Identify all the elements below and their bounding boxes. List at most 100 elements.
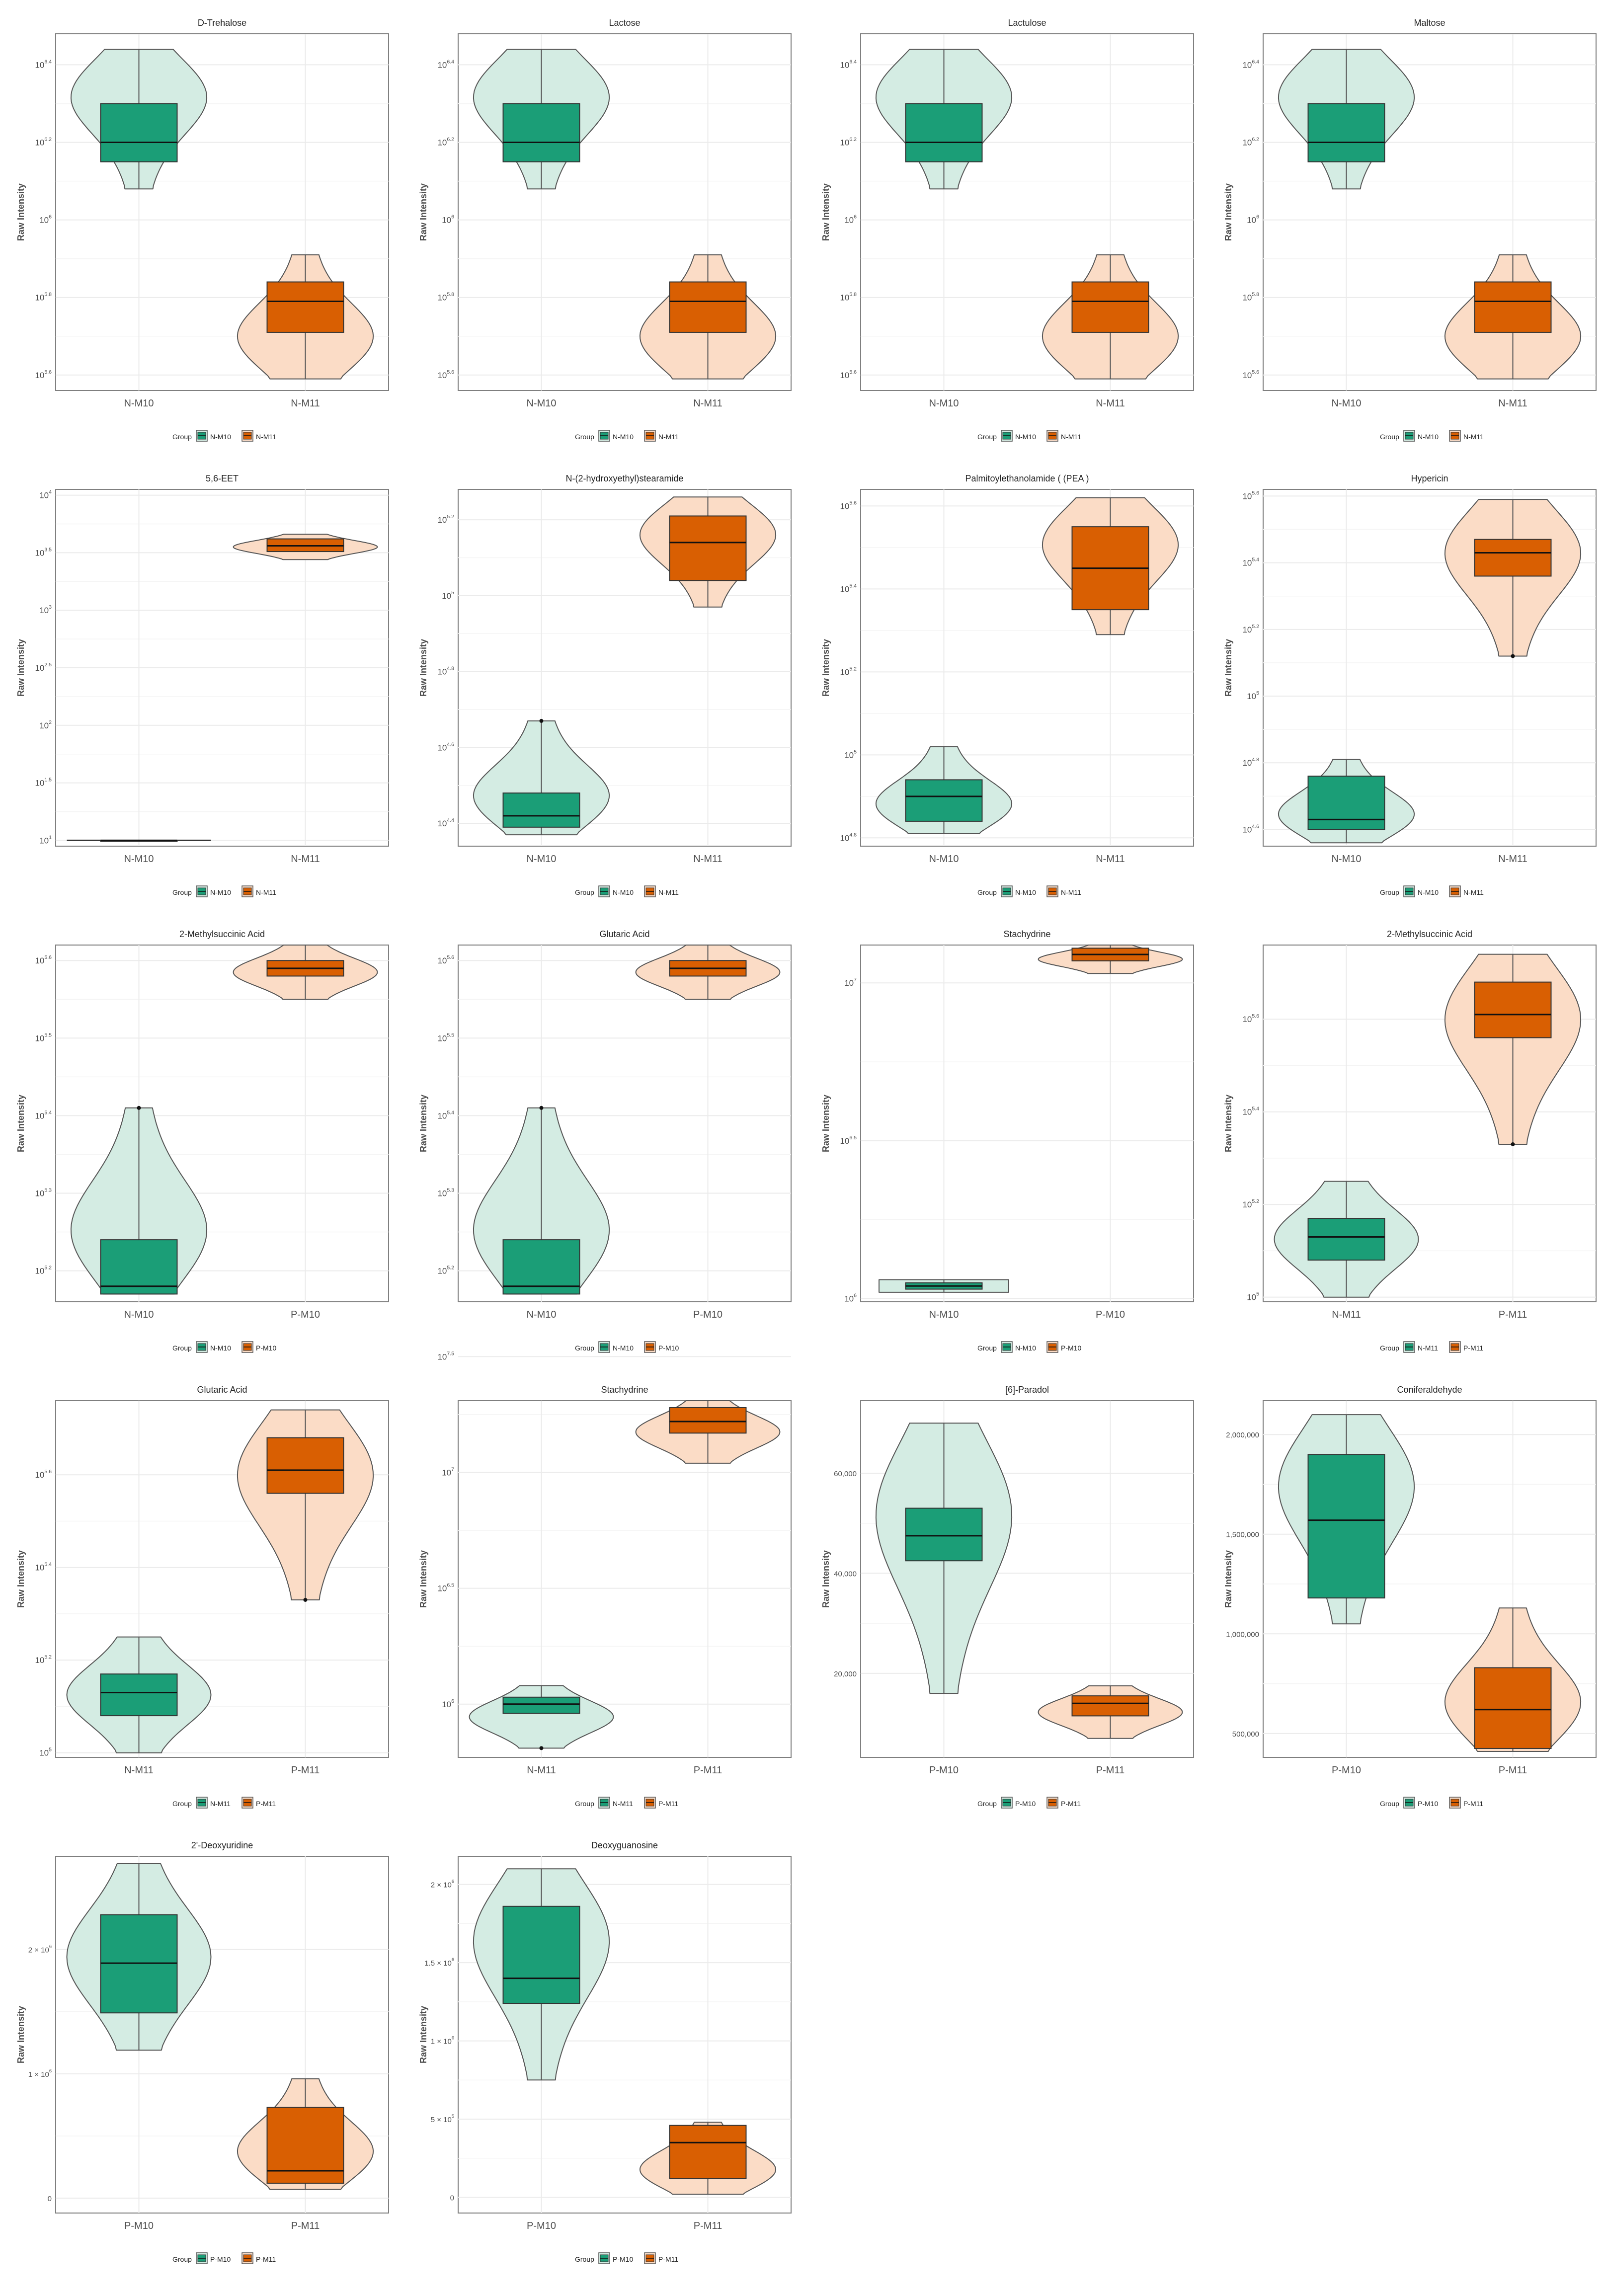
y-tick-label: 1 × 106 — [431, 2036, 454, 2046]
legend-title: Group — [172, 888, 192, 896]
y-tick-label: 105.6 — [35, 954, 52, 965]
legend-label: N-M11 — [1463, 433, 1484, 441]
legend-key-p-m10: P-M10 — [644, 1341, 679, 1353]
legend: Group N-M11 P-M11 — [1380, 1341, 1483, 1353]
group-n-m10 — [70, 1106, 208, 1295]
y-tick-label: 105.2 — [1242, 1198, 1259, 1209]
group-p-m11 — [237, 1409, 374, 1602]
group-n-m10 — [875, 49, 1013, 190]
y-tick-label: 106.5 — [840, 1135, 857, 1146]
y-tick-label: 105.4 — [1242, 1106, 1259, 1117]
group-n-m10 — [875, 746, 1013, 834]
group-p-m11 — [1444, 953, 1582, 1146]
chart-panel: P-M10 P-M11 0 5 × 105 1 × 106 1.5 × 106 2 × 10… — [418, 1840, 792, 2264]
group-n-m10 — [1278, 759, 1415, 844]
x-tick-label: N-M11 — [1498, 398, 1527, 409]
chart-panel: N-M11 P-M11 105 105.2 105.4 105.6 Glutaric Aci… — [16, 1385, 389, 1809]
legend-label: N-M11 — [1463, 888, 1484, 896]
y-tick-label: 106.4 — [1242, 59, 1259, 70]
y-axis-label: Raw Intensity — [418, 183, 428, 241]
y-axis-label: Raw Intensity — [418, 1550, 428, 1608]
y-tick-label: 106.2 — [35, 137, 52, 148]
chart-panel: N-M10 N-M11 105.6 105.8 106 106.2 106.4 Maltose… — [1223, 18, 1597, 442]
legend-title: Group — [172, 1800, 192, 1808]
group-p-m11 — [1038, 1685, 1183, 1739]
box-n-m11 — [669, 281, 747, 333]
box-n-m11 — [266, 281, 344, 333]
panel-title: 2-Methylsuccinic Acid — [179, 929, 265, 939]
plot-area — [860, 945, 1194, 1302]
x-tick-label: N-M10 — [929, 1309, 959, 1320]
legend-label: P-M11 — [1463, 1344, 1483, 1352]
y-tick-label: 105.3 — [437, 1187, 454, 1198]
legend-key-n-m10: N-M10 — [1403, 885, 1439, 897]
outlier-point — [1511, 654, 1515, 658]
panel-title: Lactose — [609, 18, 640, 28]
group-n-m11 — [1274, 1181, 1419, 1298]
y-tick-label: 105.4 — [1242, 557, 1259, 568]
y-axis-label: Raw Intensity — [821, 183, 831, 241]
x-tick-label: P-M11 — [1096, 1765, 1124, 1776]
legend-key-n-m11: N-M11 — [1449, 430, 1484, 442]
x-tick-label: N-M11 — [124, 1765, 154, 1776]
x-tick-label: P-M11 — [1499, 1309, 1527, 1320]
y-tick-label: 105.4 — [35, 1109, 52, 1120]
box-n-m10 — [905, 779, 983, 822]
y-tick-label: 105.8 — [840, 292, 857, 303]
panel-title: Lactulose — [1008, 18, 1046, 28]
legend-title: Group — [977, 888, 997, 896]
x-tick-label: P-M10 — [693, 1309, 722, 1320]
legend-label: P-M10 — [1418, 1800, 1438, 1808]
panel-title: [6]-Paradol — [1005, 1385, 1049, 1395]
y-tick-label: 2,000,000 — [1226, 1431, 1259, 1439]
legend-key-p-m10: P-M10 — [1001, 1797, 1036, 1809]
y-axis-label: Raw Intensity — [821, 639, 831, 697]
y-tick-label: 101 — [39, 834, 52, 845]
y-tick-label: 105.2 — [437, 1265, 454, 1276]
y-axis-label: Raw Intensity — [16, 183, 26, 241]
group-p-m11 — [635, 1400, 781, 1464]
y-tick-label: 106 — [1247, 214, 1259, 225]
legend-label: P-M11 — [658, 1800, 678, 1808]
legend-key-n-m10: N-M10 — [598, 430, 634, 442]
legend: Group N-M10 N-M11 — [575, 885, 679, 897]
chart-panel: N-M10 N-M11 104.8 105 105.2 105.4 105.6 Palmito… — [821, 474, 1194, 897]
y-axis-label: Raw Intensity — [1223, 183, 1233, 241]
box-n-m10 — [502, 1239, 580, 1295]
x-tick-label: N-M10 — [929, 398, 959, 409]
chart-panel: P-M10 P-M11 0 1 × 106 2 × 106 2'-Deoxyuridine… — [16, 1840, 389, 2264]
group-n-m10 — [70, 49, 208, 190]
y-tick-label: 104.6 — [1242, 823, 1259, 834]
outlier-point — [1511, 1142, 1515, 1146]
y-axis-label: Raw Intensity — [418, 1095, 428, 1152]
legend-title: Group — [977, 1800, 997, 1808]
y-tick-label: 105.6 — [840, 369, 857, 380]
x-tick-label: N-M11 — [1096, 854, 1125, 865]
x-tick-label: P-M10 — [124, 2220, 154, 2231]
y-axis-label: Raw Intensity — [1223, 1550, 1233, 1608]
legend-key-n-m10: N-M10 — [598, 1341, 634, 1353]
y-tick-label: 104.8 — [1242, 757, 1259, 768]
legend-label: N-M10 — [613, 1344, 634, 1352]
y-tick-label: 104.8 — [437, 666, 454, 677]
y-tick-label: 105.5 — [35, 1032, 52, 1043]
legend-label: N-M10 — [1418, 888, 1439, 896]
legend: Group N-M10 N-M11 — [1380, 430, 1484, 442]
legend-title: Group — [977, 433, 997, 441]
legend: Group N-M10 P-M10 — [977, 1341, 1081, 1353]
y-tick-label: 107.5 — [437, 1350, 454, 1361]
y-axis-label: Raw Intensity — [821, 1550, 831, 1608]
y-tick-label: 107 — [442, 1467, 454, 1478]
y-tick-label: 105.6 — [35, 1469, 52, 1480]
legend-label: P-M10 — [1061, 1344, 1081, 1352]
group-p-m10 — [473, 1868, 610, 2081]
group-n-m11 — [66, 1636, 212, 1753]
group-p-m10 — [875, 1423, 1013, 1694]
y-tick-label: 105.2 — [35, 1654, 52, 1665]
legend-key-n-m10: N-M10 — [196, 430, 231, 442]
y-tick-label: 105.2 — [840, 666, 857, 677]
legend-title: Group — [172, 433, 192, 441]
legend-key-p-m11: P-M11 — [1046, 1797, 1081, 1809]
y-tick-label: 106 — [39, 214, 52, 225]
